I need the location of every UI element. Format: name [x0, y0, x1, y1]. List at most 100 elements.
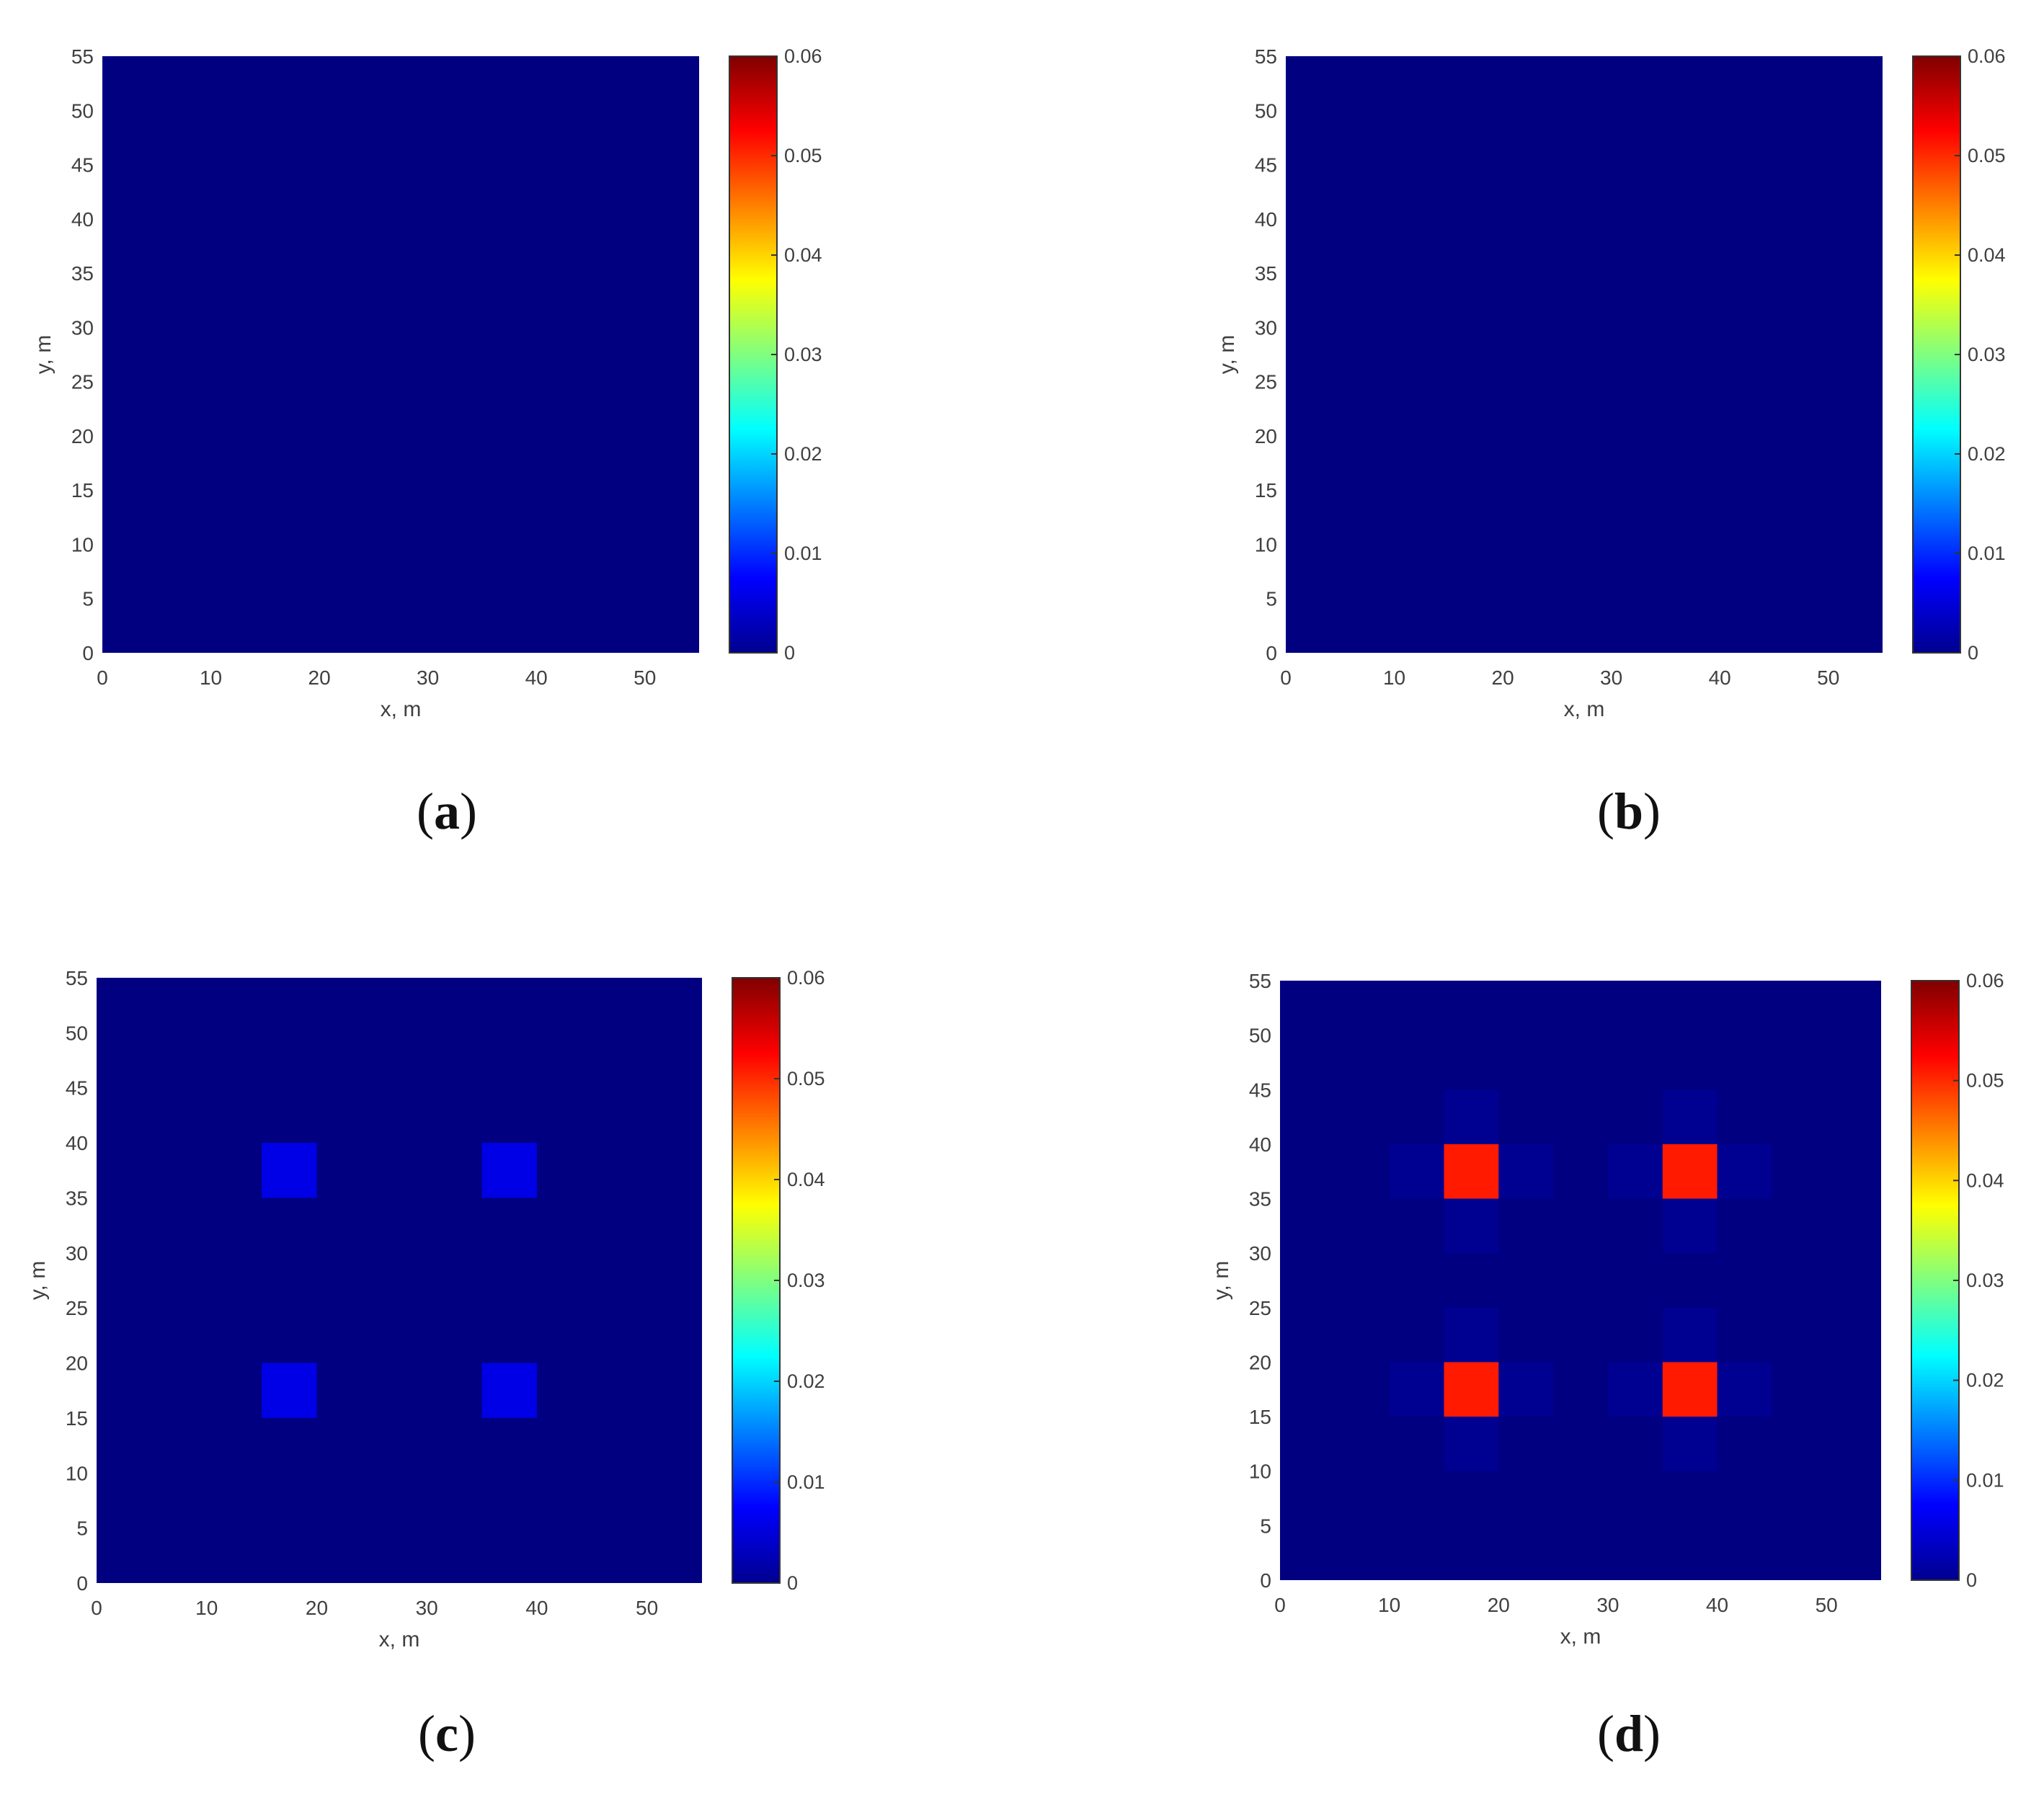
heatmap-cell: [1444, 1417, 1499, 1471]
x-tick-label: 10: [1383, 667, 1405, 689]
heatmap-panel-c: 0 10 20 30 40 50 0 5 10 15 20 25 30 35 40 45 50 55 x, m y, …: [26, 967, 825, 1651]
y-tick-label: 35: [66, 1187, 88, 1209]
y-tick-label: 20: [1249, 1351, 1271, 1373]
y-tick-label: 15: [66, 1407, 88, 1430]
heatmap-background: [1280, 981, 1881, 1580]
x-tick-label: 50: [1816, 1594, 1838, 1616]
heatmap-cell: [1444, 1143, 1499, 1199]
x-tick-label: 40: [1706, 1594, 1728, 1616]
heatmap-cell: [1662, 1143, 1718, 1199]
x-tick-label: 0: [1280, 667, 1292, 689]
x-tick-label: 30: [417, 667, 439, 689]
colorbar-gradient: [732, 977, 781, 1584]
colorbar-tick-label: 0.06: [787, 967, 825, 989]
y-tick-label: 0: [76, 1572, 88, 1595]
y-tick-label: 35: [71, 262, 94, 285]
heatmap-cell: [262, 1143, 317, 1198]
y-axis-label: y, m: [32, 335, 55, 374]
colorbar-gradient: [729, 55, 778, 654]
y-tick-label: 50: [71, 99, 94, 122]
y-tick-label: 10: [1255, 533, 1277, 556]
colorbar-tick-label: 0.02: [1968, 443, 2006, 465]
x-tick-label: 50: [636, 1597, 658, 1619]
y-tick-label: 30: [71, 316, 94, 339]
colorbar: 0 0.01 0.02 0.03 0.04 0.05 0.06: [729, 45, 822, 664]
y-tick-label: 0: [82, 642, 94, 664]
y-tick-label: 5: [76, 1517, 88, 1540]
colorbar-gradient: [1912, 55, 1961, 654]
colorbar-tick-label: 0.05: [784, 145, 822, 166]
panel-label-c: (c): [418, 1705, 476, 1762]
x-axis-label: x, m: [1564, 697, 1605, 721]
y-axis-label: y, m: [1209, 1261, 1233, 1300]
colorbar-tick-label: 0.03: [1968, 344, 2006, 365]
x-tick-label: 10: [1378, 1594, 1400, 1616]
colorbar-tick-label: 0.05: [787, 1068, 825, 1089]
colorbar-tick-label: 0: [1968, 642, 1978, 664]
y-tick-label: 15: [1255, 479, 1277, 501]
heatmap-cell: [1498, 1143, 1554, 1199]
colorbar-tick-label: 0.06: [1968, 45, 2006, 67]
y-tick-label: 40: [71, 208, 94, 231]
y-tick-label: 55: [66, 967, 88, 989]
x-tick-label: 20: [306, 1597, 328, 1619]
y-tick-label: 45: [1255, 154, 1277, 177]
colorbar-tick-label: 0.04: [1966, 1169, 2004, 1191]
y-tick-label: 30: [66, 1242, 88, 1265]
colorbar-tick-label: 0.02: [787, 1370, 825, 1392]
y-tick-label: 10: [1249, 1461, 1271, 1483]
heatmap-cell: [481, 1363, 537, 1418]
heatmap-cell: [1662, 1089, 1718, 1144]
y-tick-label: 10: [71, 533, 94, 556]
y-tick-label: 25: [71, 371, 94, 393]
y-tick-label: 50: [1255, 99, 1277, 122]
x-tick-label: 10: [195, 1597, 218, 1619]
y-tick-label: 40: [1249, 1133, 1271, 1156]
colorbar-tick-label: 0: [784, 642, 795, 664]
y-tick-label: 40: [66, 1132, 88, 1154]
panel-label-b: (b): [1596, 783, 1661, 840]
colorbar-tick-label: 0.02: [784, 443, 822, 465]
heatmap-cell: [1662, 1417, 1718, 1471]
colorbar-tick-label: 0.04: [784, 244, 822, 266]
heatmap-panel-b: 0 10 20 30 40 50 0 5 10 15 20 25 30 35 40 45 50 55 x, m y, …: [1215, 45, 2006, 721]
x-tick-label: 40: [525, 667, 548, 689]
y-tick-label: 55: [71, 45, 94, 68]
colorbar: 0 0.01 0.02 0.03 0.04 0.05 0.06: [1911, 970, 2004, 1591]
colorbar-tick-label: 0.06: [784, 45, 822, 67]
y-tick-label: 35: [1255, 262, 1277, 285]
heatmap-cell: [1662, 1362, 1718, 1417]
y-tick-label: 10: [66, 1462, 88, 1484]
x-tick-label: 30: [1596, 1594, 1619, 1616]
y-tick-label: 20: [66, 1352, 88, 1375]
y-tick-label: 35: [1249, 1188, 1271, 1211]
y-tick-label: 55: [1255, 45, 1277, 68]
y-tick-label: 0: [1266, 642, 1277, 664]
heatmap-cell: [1389, 1143, 1444, 1199]
heatmap-cell: [1717, 1362, 1772, 1417]
x-tick-label: 0: [97, 667, 108, 689]
colorbar-tick-label: 0.03: [784, 344, 822, 365]
colorbar-tick-label: 0.06: [1966, 970, 2004, 991]
y-tick-label: 45: [71, 154, 94, 177]
x-axis-label: x, m: [381, 697, 422, 721]
y-tick-label: 5: [82, 588, 94, 610]
x-tick-label: 20: [308, 667, 331, 689]
colorbar-tick-label: 0.01: [1966, 1469, 2004, 1491]
colorbar: 0 0.01 0.02 0.03 0.04 0.05 0.06: [732, 967, 825, 1594]
heatmap-background: [97, 978, 702, 1583]
heatmap-cell: [1662, 1198, 1718, 1254]
heatmap-panel-a: 0 10 20 30 40 50 0 5 10 15 20 25 30 35 40 45 50 55 x, m y, …: [32, 45, 822, 721]
colorbar-tick-label: 0.01: [787, 1471, 825, 1493]
heatmap-cell: [1444, 1089, 1499, 1144]
x-tick-label: 0: [91, 1597, 102, 1619]
colorbar-tick-label: 0.02: [1966, 1370, 2004, 1391]
heatmap-background: [1286, 56, 1883, 653]
colorbar-tick-label: 0.03: [1966, 1270, 2004, 1291]
heatmap-cell: [1662, 1307, 1718, 1363]
heatmap-cell: [1607, 1362, 1663, 1417]
y-tick-label: 50: [1249, 1025, 1271, 1047]
y-tick-label: 30: [1249, 1242, 1271, 1265]
y-tick-label: 5: [1260, 1515, 1271, 1537]
